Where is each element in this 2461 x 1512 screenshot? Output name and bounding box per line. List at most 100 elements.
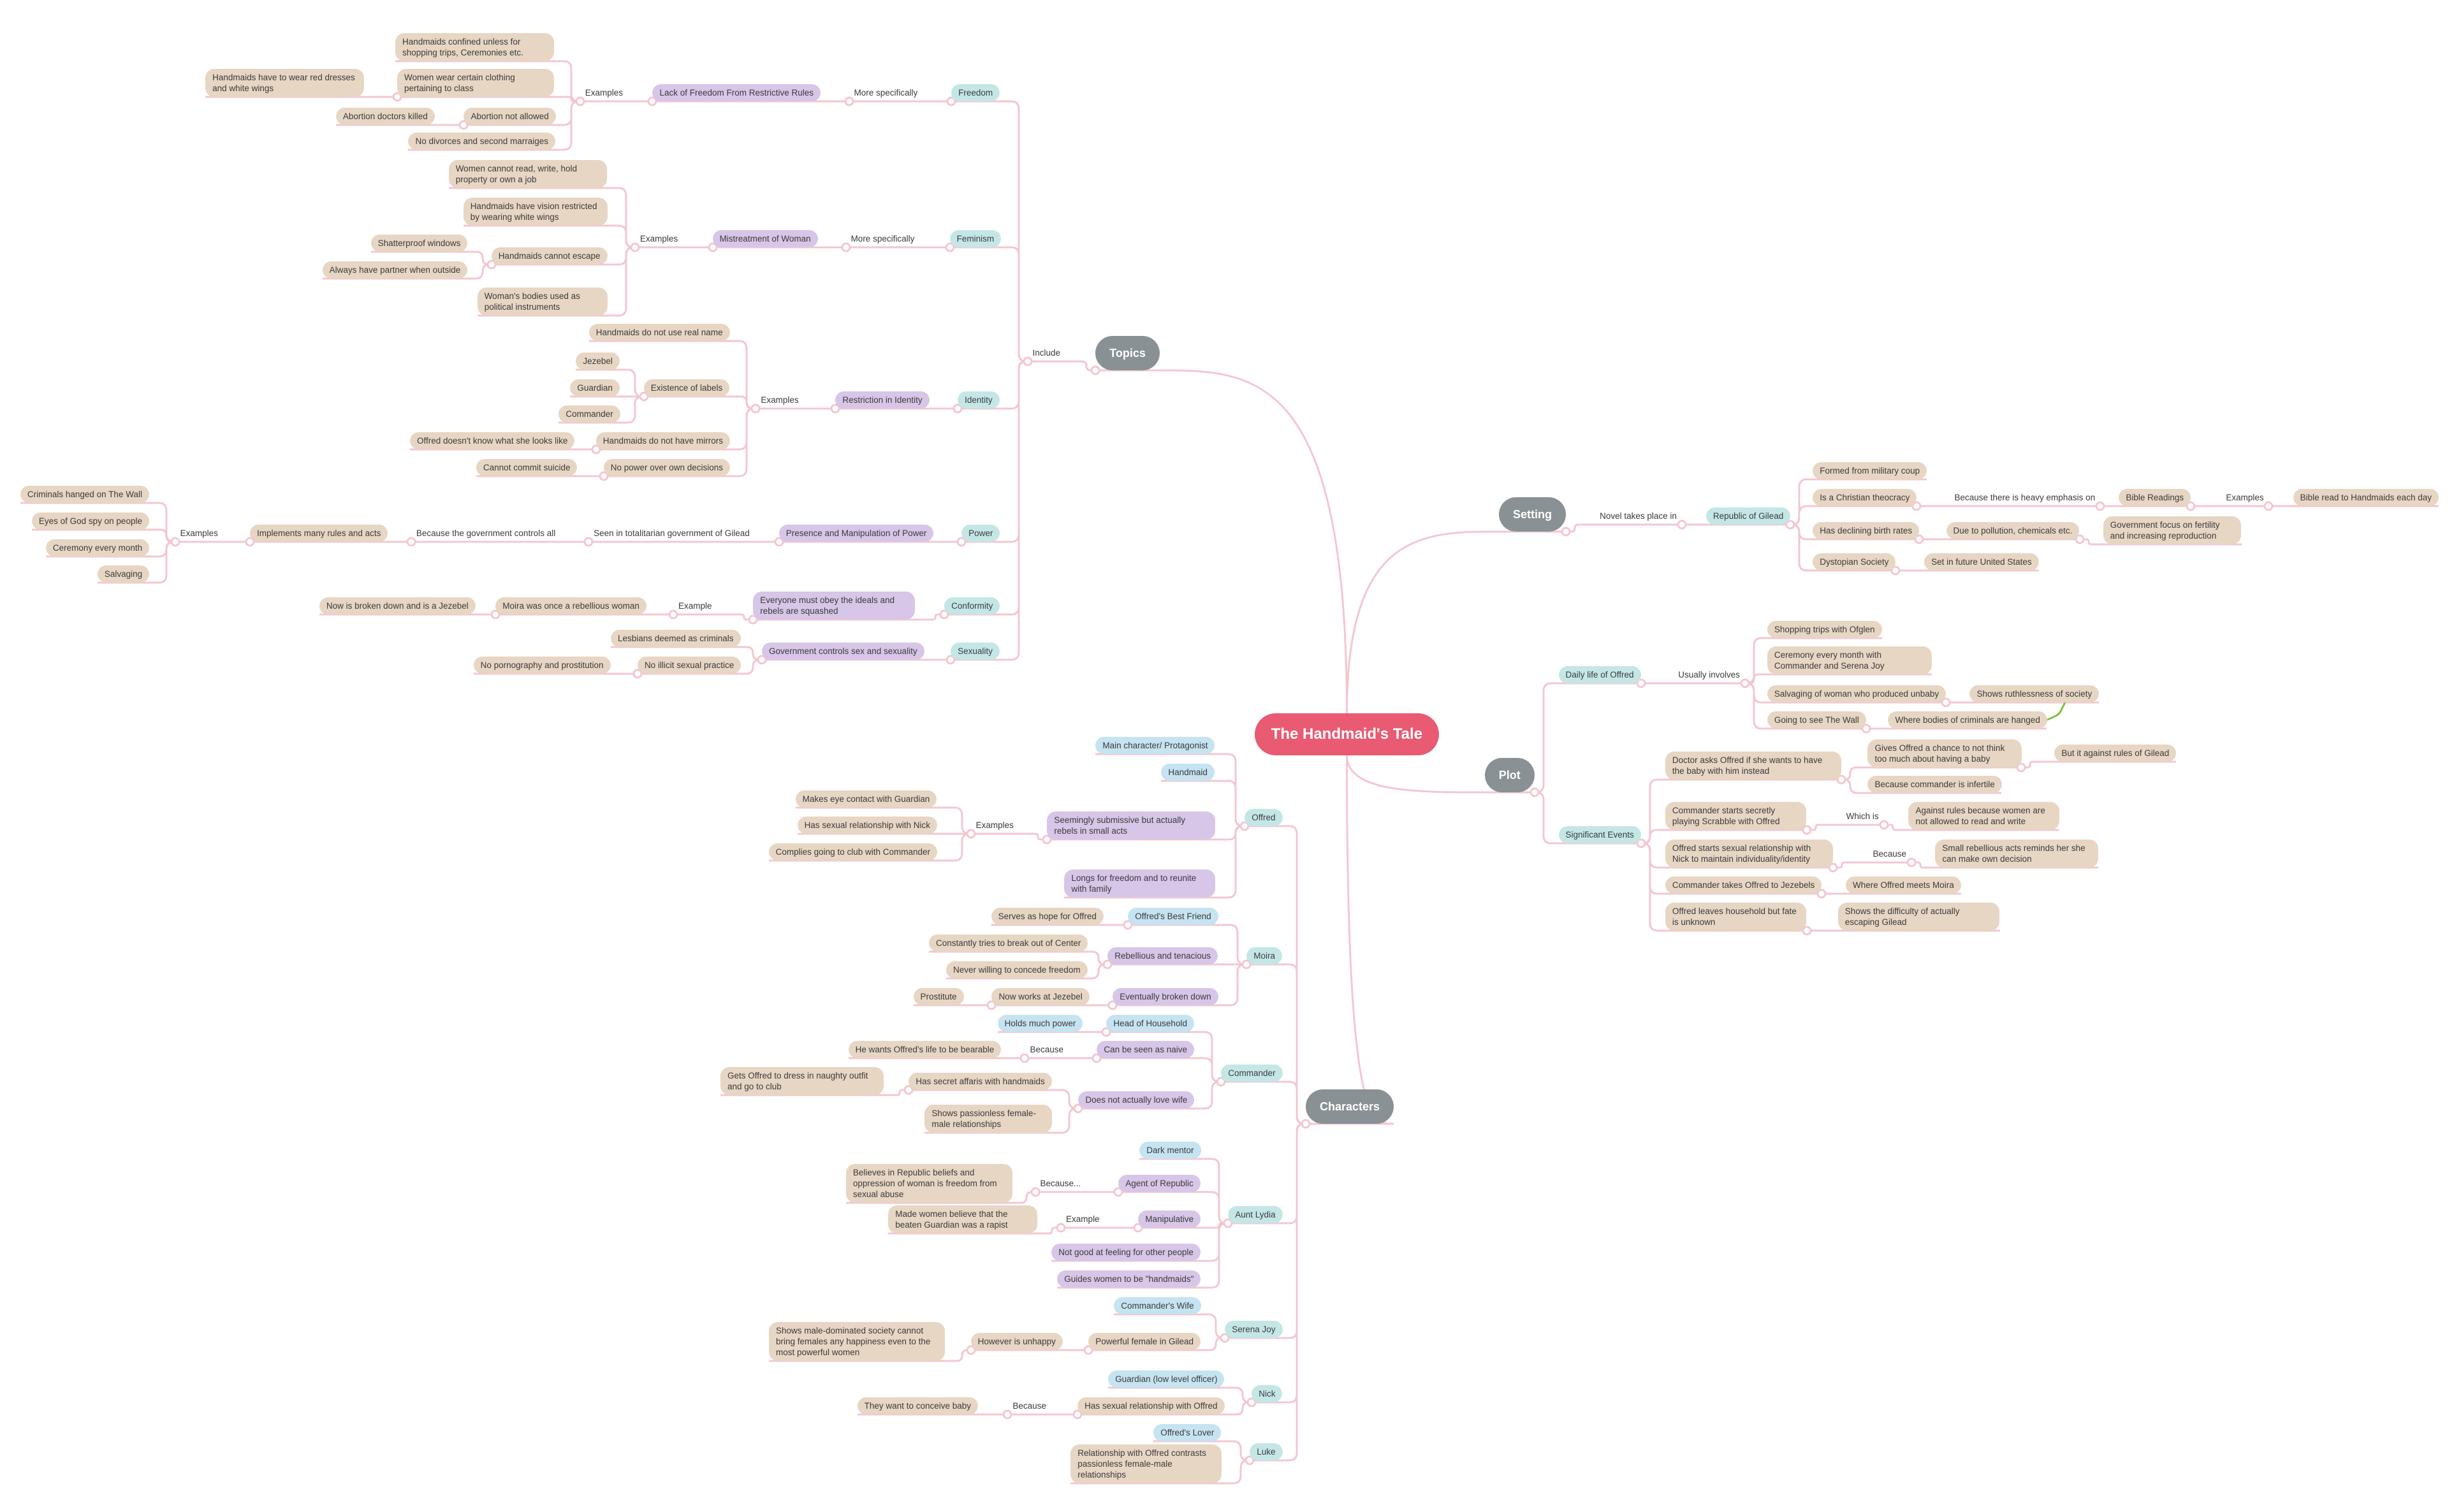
leaf-node[interactable]: Is a Christian theocracy [1813,488,1917,506]
leaf-node[interactable]: No power over own decisions [603,459,731,477]
leaf-node[interactable]: No divorces and second marraiges [408,133,556,150]
leaf-node[interactable]: Shows passionless female-male relationsh… [924,1105,1052,1133]
leaf-node[interactable]: Handmaids have vision restricted by wear… [463,198,608,226]
leaf-node[interactable]: Where bodies of criminals are hanged [1888,711,2047,729]
leaf-node[interactable]: Prostitute [913,987,964,1005]
topic-node[interactable]: Identity [958,391,1000,409]
leaf-node[interactable]: Serves as hope for Offred [991,908,1104,926]
main-branch-node[interactable]: Topics [1095,335,1160,370]
leaf-node[interactable]: Set in future United States [1924,553,2039,571]
leaf-node[interactable]: No illicit sexual practice [637,657,741,674]
leaf-node[interactable]: Shows the difficulty of actually escapin… [1837,902,2000,931]
leaf-node[interactable]: Because commander is infertile [1867,776,2002,794]
leaf-node[interactable]: Constantly tries to break out of Center [928,934,1088,952]
leaf-node[interactable]: Small rebellious acts reminds her she ca… [1935,840,2099,868]
trait-node[interactable]: Offred's Best Friend [1128,908,1218,926]
leaf-node[interactable]: Made women believe that the beaten Guard… [888,1205,1038,1233]
detail-node[interactable]: Government controls sex and sexuality [761,643,924,660]
leaf-node[interactable]: No pornography and prostitution [473,657,611,674]
leaf-node[interactable]: Shatterproof windows [370,235,468,252]
leaf-node[interactable]: Against rules because women are not allo… [1908,802,2059,831]
topic-node[interactable]: Serena Joy [1225,1320,1283,1338]
trait-node[interactable]: Handmaid [1161,763,1215,781]
detail-node[interactable]: Not good at feeling for other people [1051,1243,1201,1261]
leaf-node[interactable]: Powerful female in Gilead [1088,1333,1201,1351]
detail-node[interactable]: Guides women to be "handmaids" [1057,1270,1201,1288]
leaf-node[interactable]: They want to conceive baby [857,1397,979,1415]
main-branch-node[interactable]: Plot [1484,758,1535,793]
leaf-node[interactable]: Offred starts sexual relationship with N… [1665,840,1834,868]
leaf-node[interactable]: Ceremony every month [45,539,150,556]
leaf-node[interactable]: Relationship with Offred contrasts passi… [1070,1444,1222,1484]
leaf-node[interactable]: Criminals hanged on The Wall [20,485,149,503]
leaf-node[interactable]: Guardian [570,379,620,396]
topic-node[interactable]: Sexuality [951,643,1000,660]
main-branch-node[interactable]: Characters [1306,1089,1394,1124]
topic-node[interactable]: Daily life of Offred [1558,666,1641,684]
leaf-node[interactable]: Complies going to club with Commander [768,843,938,861]
leaf-node[interactable]: Lesbians deemed as criminals [610,630,741,648]
leaf-node[interactable]: Handmaids have to wear red dresses and w… [205,69,364,98]
leaf-node[interactable]: Gives Offred a chance to not think too m… [1867,739,2022,767]
leaf-node[interactable]: Handmaids confined unless for shopping t… [395,33,554,61]
leaf-node[interactable]: Has sexual relationship with Offred [1077,1397,1225,1415]
collapse-toggle-handle[interactable] [1090,365,1100,375]
collapse-toggle-handle[interactable] [1301,1119,1311,1129]
leaf-node[interactable]: Where Offred meets Moira [1846,876,1961,894]
leaf-node[interactable]: Handmaids do not have mirrors [595,432,731,450]
leaf-node[interactable]: Implements many rules and acts [250,525,388,542]
trait-node[interactable]: Dark mentor [1139,1141,1201,1159]
leaf-node[interactable]: Abortion doctors killed [335,107,435,125]
leaf-node[interactable]: Jezebel [576,352,620,370]
topic-node[interactable]: Power [961,525,1000,542]
leaf-node[interactable]: Salvaging [97,565,150,583]
leaf-node[interactable]: Now is broken down and is a Jezebel [319,597,476,614]
topic-node[interactable]: Freedom [951,84,1000,101]
detail-node[interactable]: Lack of Freedom From Restrictive Rules [652,84,821,101]
central-topic[interactable]: The Handmaid's Tale [1254,713,1439,756]
leaf-node[interactable]: Now works at Jezebel [991,987,1090,1005]
leaf-node[interactable]: Has declining birth rates [1813,521,1920,539]
topic-node[interactable]: Aunt Lydia [1228,1205,1283,1223]
leaf-node[interactable]: Salvaging of woman who produced unbaby [1767,685,1946,702]
leaf-node[interactable]: Never willing to concede freedom [946,961,1088,978]
leaf-node[interactable]: Going to see The Wall [1767,711,1866,729]
leaf-node[interactable]: Doctor asks Offred if she wants to have … [1665,752,1841,780]
detail-node[interactable]: Can be seen as naive [1097,1041,1194,1059]
collapse-toggle-handle[interactable] [1561,527,1571,537]
topic-node[interactable]: Commander [1221,1065,1283,1082]
leaf-node[interactable]: But it against rules of Gilead [2054,745,2177,762]
topic-node[interactable]: Offred [1245,809,1283,827]
leaf-node[interactable]: Believes in Republic beliefs and oppress… [845,1163,1012,1203]
topic-node[interactable]: Significant Events [1558,826,1641,844]
leaf-node[interactable]: Moira was once a rebellious woman [495,597,646,614]
topic-node[interactable]: Feminism [949,229,1002,247]
leaf-node[interactable]: Gets Offred to dress in naughty outfit a… [720,1067,884,1096]
detail-node[interactable]: Rebellious and tenacious [1107,947,1218,964]
leaf-node[interactable]: Eyes of God spy on people [31,512,149,530]
detail-node[interactable]: Manipulative [1138,1210,1201,1228]
main-branch-node[interactable]: Setting [1498,497,1566,532]
detail-node[interactable]: Agent of Republic [1118,1174,1201,1192]
leaf-node[interactable]: Commander starts secretly playing Scrabb… [1665,802,1807,831]
topic-node[interactable]: Republic of Gilead [1705,507,1791,525]
detail-node[interactable]: Longs for freedom and to reunite with fa… [1064,869,1215,898]
topic-node[interactable]: Luke [1250,1443,1283,1460]
topic-node[interactable]: Moira [1246,947,1282,964]
leaf-node[interactable]: Commander [559,405,620,423]
leaf-node[interactable]: Ceremony every month with Commander and … [1767,646,1932,675]
collapse-toggle-handle[interactable] [1802,825,1812,835]
detail-node[interactable]: Presence and Manipulation of Power [778,525,934,542]
leaf-node[interactable]: Has secret affaris with handmaids [909,1072,1052,1090]
leaf-node[interactable]: Makes eye contact with Guardian [795,790,937,808]
leaf-node[interactable]: Bible Readings [2119,488,2191,506]
collapse-toggle-handle[interactable] [2075,534,2085,544]
detail-node[interactable]: Seemingly submissive but actually rebels… [1047,811,1215,840]
leaf-node[interactable]: Women cannot read, write, hold property … [448,160,608,189]
trait-node[interactable]: Head of Household [1106,1014,1194,1032]
trait-node[interactable]: Guardian (low level officer) [1108,1370,1225,1388]
detail-node[interactable]: Does not actually love wife [1078,1091,1195,1109]
leaf-node[interactable]: Shows ruthlessness of society [1969,685,2100,702]
trait-node[interactable]: Main character/ Protagonist [1095,736,1215,754]
trait-node[interactable]: Offred's Lover [1153,1424,1222,1442]
